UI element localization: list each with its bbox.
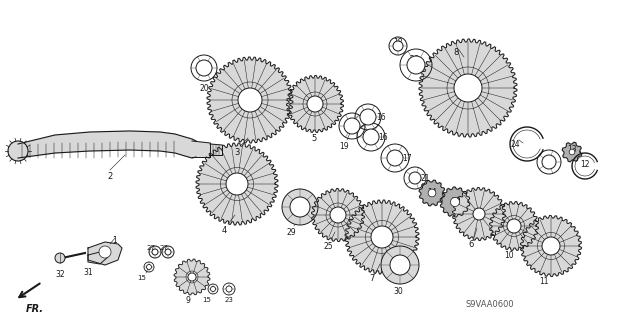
- Text: 14: 14: [427, 188, 437, 197]
- Text: 1: 1: [113, 236, 117, 245]
- Text: 22: 22: [544, 156, 554, 165]
- Text: 9: 9: [186, 296, 191, 305]
- Text: 30: 30: [393, 287, 403, 296]
- Text: 25: 25: [323, 242, 333, 251]
- Circle shape: [363, 129, 379, 145]
- Circle shape: [152, 249, 158, 255]
- Circle shape: [360, 109, 376, 125]
- Circle shape: [147, 264, 152, 270]
- Circle shape: [344, 118, 360, 134]
- Text: 32: 32: [55, 270, 65, 279]
- Circle shape: [188, 273, 196, 281]
- Polygon shape: [196, 143, 278, 225]
- Circle shape: [55, 253, 65, 263]
- Text: FR.: FR.: [26, 304, 44, 314]
- Polygon shape: [192, 141, 210, 157]
- Circle shape: [226, 173, 248, 195]
- Circle shape: [542, 155, 556, 169]
- Text: 21: 21: [420, 174, 429, 183]
- Text: 8: 8: [453, 48, 459, 57]
- Polygon shape: [440, 187, 470, 217]
- Circle shape: [8, 141, 28, 161]
- Circle shape: [211, 286, 216, 292]
- Polygon shape: [207, 57, 293, 143]
- Circle shape: [387, 150, 403, 166]
- Text: 15: 15: [203, 297, 211, 303]
- Polygon shape: [490, 202, 538, 250]
- Circle shape: [393, 41, 403, 51]
- Circle shape: [371, 226, 393, 248]
- Text: 20: 20: [199, 84, 209, 93]
- Text: 6: 6: [468, 240, 474, 249]
- Text: 13: 13: [567, 145, 577, 154]
- Text: 16: 16: [376, 113, 386, 122]
- Text: 27: 27: [147, 245, 156, 251]
- Circle shape: [290, 197, 310, 217]
- Text: 2: 2: [108, 172, 113, 181]
- Text: 31: 31: [83, 268, 93, 277]
- Circle shape: [381, 246, 419, 284]
- Circle shape: [165, 249, 171, 255]
- Polygon shape: [210, 144, 222, 155]
- Text: 17: 17: [402, 154, 412, 163]
- Circle shape: [99, 246, 111, 258]
- Circle shape: [307, 96, 323, 112]
- Polygon shape: [345, 200, 419, 274]
- Polygon shape: [18, 131, 196, 158]
- Polygon shape: [562, 142, 582, 162]
- Text: 28: 28: [451, 197, 461, 206]
- Text: 5: 5: [312, 134, 317, 143]
- Polygon shape: [312, 189, 364, 241]
- Text: 7: 7: [369, 274, 374, 283]
- Text: 18: 18: [393, 38, 403, 47]
- Circle shape: [390, 255, 410, 275]
- Circle shape: [226, 286, 232, 292]
- Polygon shape: [419, 39, 517, 137]
- Circle shape: [451, 197, 460, 206]
- Text: 11: 11: [540, 277, 548, 286]
- Circle shape: [542, 237, 560, 255]
- Polygon shape: [88, 242, 122, 265]
- Circle shape: [473, 208, 485, 220]
- Circle shape: [409, 172, 421, 184]
- Circle shape: [330, 207, 346, 223]
- Polygon shape: [174, 259, 210, 295]
- Polygon shape: [419, 180, 445, 206]
- Circle shape: [238, 88, 262, 112]
- Text: 29: 29: [286, 228, 296, 237]
- Polygon shape: [287, 76, 344, 132]
- Text: S9VAA0600: S9VAA0600: [466, 300, 515, 309]
- Polygon shape: [88, 252, 108, 264]
- Circle shape: [507, 219, 521, 233]
- Circle shape: [428, 189, 436, 197]
- Text: 3: 3: [234, 148, 240, 157]
- Circle shape: [196, 60, 212, 76]
- Text: 23: 23: [225, 297, 234, 303]
- Polygon shape: [520, 216, 582, 277]
- Text: 4: 4: [221, 226, 227, 235]
- Text: 10: 10: [504, 251, 514, 260]
- Text: 26: 26: [409, 55, 419, 64]
- Text: 27: 27: [159, 245, 168, 251]
- Text: 16: 16: [378, 133, 388, 142]
- Text: 15: 15: [138, 275, 147, 281]
- Circle shape: [454, 74, 482, 102]
- Text: 12: 12: [580, 160, 589, 169]
- Text: 24: 24: [510, 140, 520, 149]
- Circle shape: [407, 56, 425, 74]
- Circle shape: [569, 149, 575, 155]
- Polygon shape: [452, 188, 506, 241]
- Text: 19: 19: [339, 142, 349, 151]
- Circle shape: [282, 189, 318, 225]
